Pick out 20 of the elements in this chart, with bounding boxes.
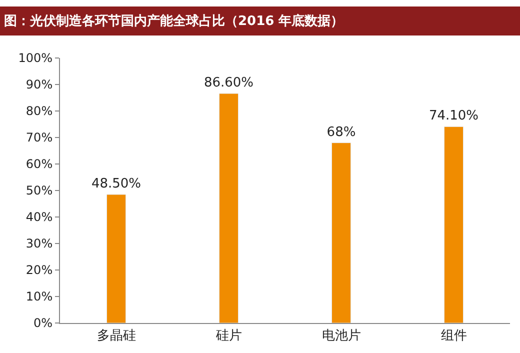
y-tick-label: 60% <box>26 157 53 172</box>
y-tick-label: 50% <box>26 184 53 198</box>
data-label: 74.10% <box>428 108 479 124</box>
data-label: 68% <box>326 124 356 140</box>
x-tick-label: 多晶硅 <box>96 328 136 344</box>
y-tick-label: 40% <box>26 210 53 224</box>
y-tick-label: 20% <box>26 263 53 278</box>
x-tick-label: 硅片 <box>214 328 242 344</box>
x-tick-label: 组件 <box>440 328 467 344</box>
y-tick-label: 70% <box>26 130 53 145</box>
data-label: 86.60% <box>204 76 254 91</box>
chart-title: 图：光伏制造各环节国内产能全球占比（2016 年底数据） <box>4 13 344 29</box>
y-tick-label: 90% <box>26 78 53 92</box>
y-tick-label: 100% <box>18 51 53 66</box>
y-tick-label: 30% <box>26 236 53 251</box>
y-tick-label: 80% <box>26 104 53 118</box>
y-tick-label: 0% <box>34 316 53 330</box>
y-tick-label: 10% <box>26 290 53 304</box>
x-tick-label: 电池片 <box>322 328 361 344</box>
data-label: 48.50% <box>91 176 142 192</box>
